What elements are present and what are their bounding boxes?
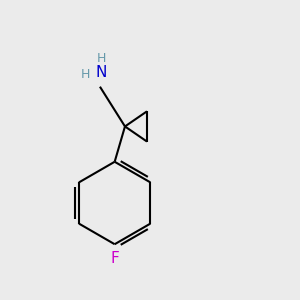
Text: H: H (97, 52, 106, 65)
Text: H: H (80, 68, 90, 80)
Text: F: F (110, 251, 119, 266)
Text: N: N (96, 65, 107, 80)
